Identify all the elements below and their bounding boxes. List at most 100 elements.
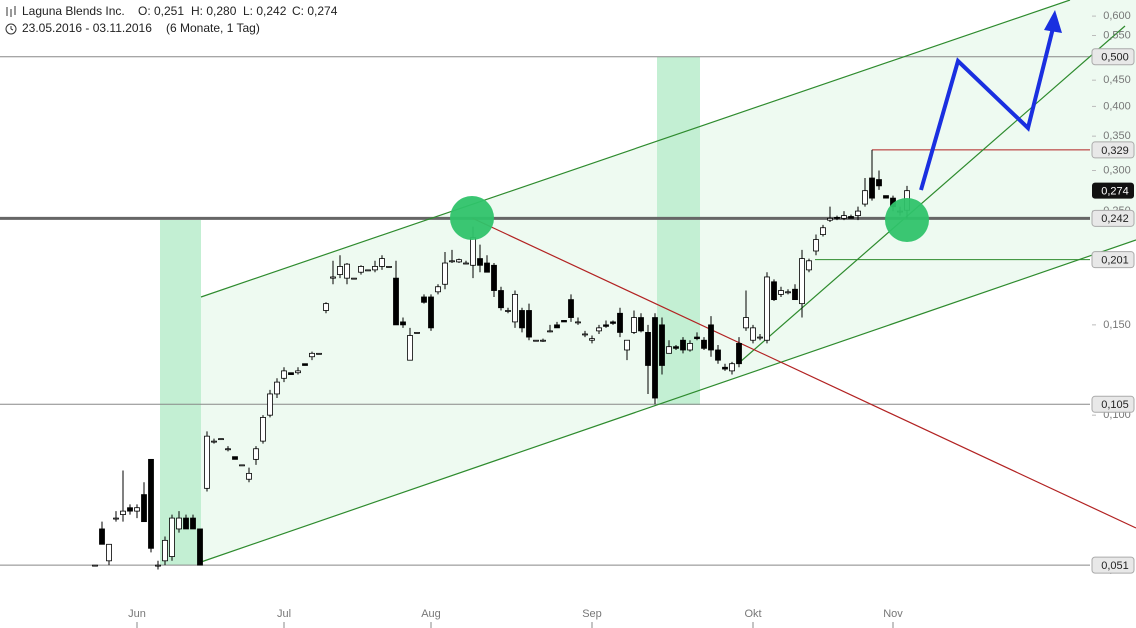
ohlc: L: 0,242: [243, 4, 287, 18]
candle-body: [708, 324, 714, 351]
candle-body: [491, 264, 497, 291]
candle-body: [785, 291, 791, 294]
candle-body: [365, 269, 371, 272]
candle-body: [309, 352, 315, 358]
candle-body: [673, 346, 679, 349]
level-box: [1091, 251, 1135, 269]
symbol: Laguna Blends Inc.: [22, 4, 125, 18]
last-price-label: 0,274: [1101, 186, 1129, 198]
candle-body: [862, 190, 868, 205]
highlight-zone: [160, 220, 201, 565]
ohlc: C: 0,274: [292, 4, 338, 18]
header-icon: [5, 6, 17, 35]
candle-body: [120, 510, 126, 515]
candle-body: [827, 217, 833, 221]
candle-body: [533, 339, 539, 342]
candle-body: [806, 260, 812, 271]
candle-body: [757, 336, 763, 339]
marker-circle: [885, 198, 929, 242]
candle-body: [358, 266, 364, 273]
candle-body: [659, 324, 665, 366]
candle-body: [477, 258, 483, 266]
candle-body: [582, 333, 588, 336]
candle-body: [428, 296, 434, 329]
candles: [92, 149, 910, 570]
level-box: [1091, 556, 1135, 574]
candle-body: [281, 370, 287, 379]
candle-body: [498, 290, 504, 309]
ohlc: H: 0,280: [191, 4, 237, 18]
forecast-arrow: [919, 27, 1055, 191]
candle-body: [99, 528, 105, 545]
candle-body: [225, 448, 231, 451]
candle-body: [127, 507, 133, 512]
candle-body: [547, 330, 553, 333]
candle-body: [869, 177, 875, 199]
candle-body: [526, 310, 532, 338]
trend-line: [200, 0, 1071, 298]
candle-body: [197, 528, 203, 566]
candle-body: [407, 335, 413, 361]
x-tick-label: Okt: [744, 608, 761, 620]
y-tick-label: 0,300: [1103, 164, 1131, 176]
candle-body: [435, 286, 441, 293]
candle-body: [351, 277, 357, 280]
candle-body: [106, 543, 112, 562]
candle-body: [883, 195, 889, 199]
range: (6 Monate, 1 Tag): [166, 21, 260, 35]
candle-body: [330, 276, 336, 279]
candle-body: [323, 303, 329, 311]
candle-body: [792, 288, 798, 301]
candle-body: [463, 262, 469, 265]
trend-line: [200, 239, 1136, 563]
candle-body: [617, 312, 623, 333]
candle-body: [239, 464, 245, 467]
y-tick-label: 0,450: [1103, 74, 1131, 86]
candle-body: [148, 458, 154, 549]
y-tick-label: 0,350: [1103, 130, 1131, 142]
candle-body: [736, 343, 742, 365]
candle-body: [554, 324, 560, 329]
candle-body: [155, 564, 161, 567]
candle-body: [841, 215, 847, 219]
candle-body: [505, 310, 511, 312]
candle-body: [337, 266, 343, 275]
candle-body: [512, 293, 518, 323]
ohlc: O: 0,251: [138, 4, 184, 18]
level-box: [1091, 209, 1135, 227]
candle-body: [141, 494, 147, 523]
candle-body: [652, 317, 658, 399]
candle-body: [540, 339, 546, 342]
level-label: 0,329: [1101, 145, 1129, 157]
candle-body: [778, 290, 784, 295]
candle-body: [631, 317, 637, 333]
candle-body: [519, 310, 525, 329]
candle-body: [211, 440, 217, 443]
y-tick-label: 0,600: [1103, 10, 1131, 22]
arrow-head: [1044, 10, 1062, 33]
candle-body: [764, 276, 770, 341]
level-label: 0,242: [1101, 213, 1129, 225]
level-box: [1091, 395, 1135, 413]
x-tick-label: Nov: [883, 608, 903, 620]
candle-body: [288, 372, 294, 375]
trend-line: [471, 217, 1136, 529]
candle-body: [820, 227, 826, 235]
candle-body: [701, 339, 707, 349]
candle-body: [638, 317, 644, 332]
candle-body: [561, 320, 567, 323]
candle-body: [253, 448, 259, 460]
candle-body: [302, 363, 308, 366]
candle-body: [470, 237, 476, 266]
candle-body: [645, 332, 651, 366]
candle-body: [204, 435, 210, 489]
candle-body: [274, 381, 280, 395]
candle-body: [848, 216, 854, 219]
candle-body: [414, 332, 420, 334]
candle-body: [799, 258, 805, 305]
level-box: [1091, 141, 1135, 159]
level-label: 0,051: [1101, 560, 1129, 572]
candle-body: [92, 564, 98, 567]
candle-body: [596, 327, 602, 332]
candle-body: [743, 317, 749, 329]
